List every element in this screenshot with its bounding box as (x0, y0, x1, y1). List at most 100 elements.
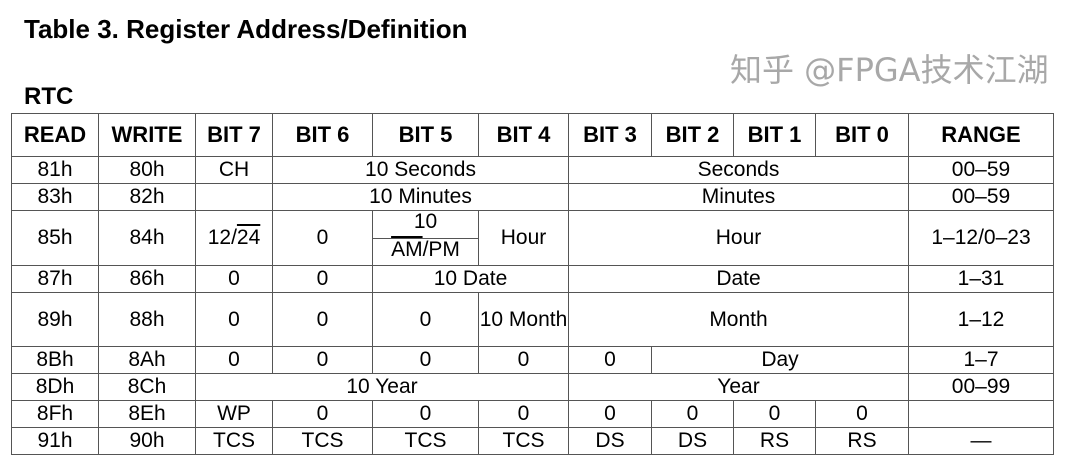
table-cell: Hour (568, 210, 909, 266)
column-header: BIT 2 (651, 113, 734, 157)
table-cell: 8Eh (98, 400, 196, 428)
table-cell (195, 183, 273, 211)
table-cell: 10 Date (372, 265, 569, 293)
table-cell: 91h (11, 427, 99, 455)
table-cell: 82h (98, 183, 196, 211)
table-cell: Minutes (568, 183, 909, 211)
table-cell: 8Fh (11, 400, 99, 428)
column-header: BIT 5 (372, 113, 479, 157)
table-cell: 10 Seconds (272, 156, 569, 184)
table-cell: 10 Minutes (272, 183, 569, 211)
column-header: WRITE (98, 113, 196, 157)
table-cell: 0 (272, 210, 373, 266)
table-cell: RS (815, 427, 909, 455)
table-cell: — (908, 427, 1054, 455)
table-row: 81h 80h CH 10 Seconds Seconds 00–59 (11, 156, 1054, 184)
table-cell: 8Ch (98, 373, 196, 401)
table-row: 8Dh 8Ch 10 Year Year 00–99 (11, 373, 1054, 401)
column-header: BIT 4 (478, 113, 569, 157)
cell-text: /PM (422, 237, 460, 261)
column-header: BIT 1 (733, 113, 816, 157)
table-cell: 0 (733, 400, 816, 428)
table-cell: 0 (372, 292, 479, 347)
column-header: BIT 7 (195, 113, 273, 157)
table-cell: TCS (478, 427, 569, 455)
table-cell: 0 (272, 400, 373, 428)
section-title: RTC (24, 83, 74, 110)
column-header: RANGE (908, 113, 1054, 157)
table-cell: 80h (98, 156, 196, 184)
table-cell: 0 (195, 265, 273, 293)
column-header: READ (11, 113, 99, 157)
table-cell: 1–7 (908, 346, 1054, 374)
table-row: 8Bh 8Ah 0 0 0 0 0 Day 1–7 (11, 346, 1054, 374)
table-cell: 0 (651, 400, 734, 428)
table-cell: 10 AM/PM (372, 210, 479, 266)
table-cell: 00–59 (908, 156, 1054, 184)
table-cell: 1–31 (908, 265, 1054, 293)
table-cell: DS (568, 427, 652, 455)
column-header: BIT 6 (272, 113, 373, 157)
table-cell: 1–12 (908, 292, 1054, 347)
table-cell: 0 (272, 292, 373, 347)
table-cell: TCS (195, 427, 273, 455)
table-cell: 00–59 (908, 183, 1054, 211)
table-cell: 88h (98, 292, 196, 347)
table-cell: TCS (372, 427, 479, 455)
table-cell: 0 (195, 292, 273, 347)
table-cell: Hour (478, 210, 569, 266)
table-cell: Month (568, 292, 909, 347)
table-cell: 89h (11, 292, 99, 347)
table-cell: 0 (372, 346, 479, 374)
table-cell: 0 (478, 400, 569, 428)
table-cell: WP (195, 400, 273, 428)
table-cell: 00–99 (908, 373, 1054, 401)
cell-text: 10 (413, 210, 438, 233)
table-row: 89h 88h 0 0 0 10 Month Month 1–12 (11, 292, 1054, 347)
cell-text: 24 (236, 226, 261, 249)
cell-text: 12/ (207, 226, 237, 249)
table-row: 83h 82h 10 Minutes Minutes 00–59 (11, 183, 1054, 211)
table-row: 8Fh 8Eh WP 0 0 0 0 0 0 0 (11, 400, 1054, 428)
column-header: BIT 3 (568, 113, 652, 157)
table-cell: 8Ah (98, 346, 196, 374)
table-cell: Date (568, 265, 909, 293)
table-cell: Day (651, 346, 909, 374)
table-cell: 81h (11, 156, 99, 184)
table-cell: 0 (478, 346, 569, 374)
table-cell: CH (195, 156, 273, 184)
table-cell: 90h (98, 427, 196, 455)
table-cell: 87h (11, 265, 99, 293)
table-cell: 0 (372, 400, 479, 428)
table-cell: 10 Month (478, 292, 569, 347)
table-cell: 1–12/0–23 (908, 210, 1054, 266)
table-cell: DS (651, 427, 734, 455)
table-cell: TCS (272, 427, 373, 455)
watermark: 知乎 @FPGA技术江湖 (730, 51, 1049, 89)
table-cell: 84h (98, 210, 196, 266)
table-cell: Year (568, 373, 909, 401)
cell-text: AM (391, 237, 423, 261)
table-cell: 0 (568, 400, 652, 428)
table-cell: RS (733, 427, 816, 455)
table-cell: 0 (272, 346, 373, 374)
table-cell: 0 (195, 346, 273, 374)
table-cell: 83h (11, 183, 99, 211)
table-cell: 12/24 (195, 210, 273, 266)
table-cell: Seconds (568, 156, 909, 184)
table-cell: 0 (815, 400, 909, 428)
table-title: Table 3. Register Address/Definition (24, 14, 468, 44)
table-cell: 8Bh (11, 346, 99, 374)
table-row: 85h 84h 12/24 0 10 AM/PM Hour Hour 1–12/0–23 (11, 210, 1054, 266)
table-row: 87h 86h 0 0 10 Date Date 1–31 (11, 265, 1054, 293)
table-cell: 10 Year (195, 373, 569, 401)
table-cell: 86h (98, 265, 196, 293)
table-cell: 0 (568, 346, 652, 374)
table-cell: 85h (11, 210, 99, 266)
table-row: 91h 90h TCS TCS TCS TCS DS DS RS RS — (11, 427, 1054, 455)
table-cell: 8Dh (11, 373, 99, 401)
table-cell (908, 400, 1054, 428)
table-cell: 0 (272, 265, 373, 293)
